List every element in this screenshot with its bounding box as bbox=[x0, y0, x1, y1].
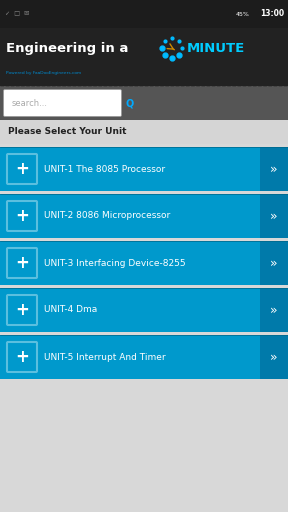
Bar bbox=[260, 241, 288, 285]
Text: »: » bbox=[270, 162, 278, 176]
Text: search...: search... bbox=[12, 98, 48, 108]
FancyBboxPatch shape bbox=[7, 154, 37, 184]
Text: 45%: 45% bbox=[236, 11, 250, 16]
FancyBboxPatch shape bbox=[7, 342, 37, 372]
Bar bbox=[0, 288, 260, 332]
FancyBboxPatch shape bbox=[7, 248, 37, 278]
Bar bbox=[0, 194, 260, 238]
Text: +: + bbox=[15, 207, 29, 225]
Text: »: » bbox=[270, 351, 278, 364]
Text: UNIT-5 Interrupt And Timer: UNIT-5 Interrupt And Timer bbox=[44, 352, 166, 361]
Text: 13:00: 13:00 bbox=[260, 10, 284, 18]
Text: +: + bbox=[15, 160, 29, 178]
Text: »: » bbox=[270, 304, 278, 316]
Text: Q: Q bbox=[126, 98, 134, 108]
Bar bbox=[260, 335, 288, 379]
Bar bbox=[0, 120, 288, 144]
Bar bbox=[260, 288, 288, 332]
Bar bbox=[260, 147, 288, 191]
Text: MINUTE: MINUTE bbox=[187, 42, 245, 55]
Bar bbox=[0, 379, 288, 512]
Bar bbox=[0, 86, 288, 120]
Text: UNIT-4 Dma: UNIT-4 Dma bbox=[44, 306, 97, 314]
Bar bbox=[0, 241, 260, 285]
Bar bbox=[260, 194, 288, 238]
Bar bbox=[0, 28, 288, 86]
Text: +: + bbox=[15, 301, 29, 319]
Text: »: » bbox=[270, 209, 278, 223]
Bar bbox=[0, 147, 260, 191]
Text: »: » bbox=[270, 257, 278, 269]
Text: UNIT-2 8086 Microprocessor: UNIT-2 8086 Microprocessor bbox=[44, 211, 170, 221]
Bar bbox=[0, 0, 288, 28]
Text: UNIT-3 Interfacing Device-8255: UNIT-3 Interfacing Device-8255 bbox=[44, 259, 186, 267]
FancyBboxPatch shape bbox=[7, 295, 37, 325]
Text: ✓  □  ✉: ✓ □ ✉ bbox=[5, 11, 29, 16]
FancyBboxPatch shape bbox=[3, 90, 122, 117]
Bar bbox=[0, 335, 260, 379]
Text: Powered by FaaDooEngineers.com: Powered by FaaDooEngineers.com bbox=[6, 71, 81, 75]
Text: Please Select Your Unit: Please Select Your Unit bbox=[8, 127, 126, 137]
Text: Engineering in a: Engineering in a bbox=[6, 42, 128, 55]
Text: UNIT-1 The 8085 Processor: UNIT-1 The 8085 Processor bbox=[44, 164, 165, 174]
Text: +: + bbox=[15, 254, 29, 272]
FancyBboxPatch shape bbox=[7, 201, 37, 231]
Text: +: + bbox=[15, 348, 29, 366]
